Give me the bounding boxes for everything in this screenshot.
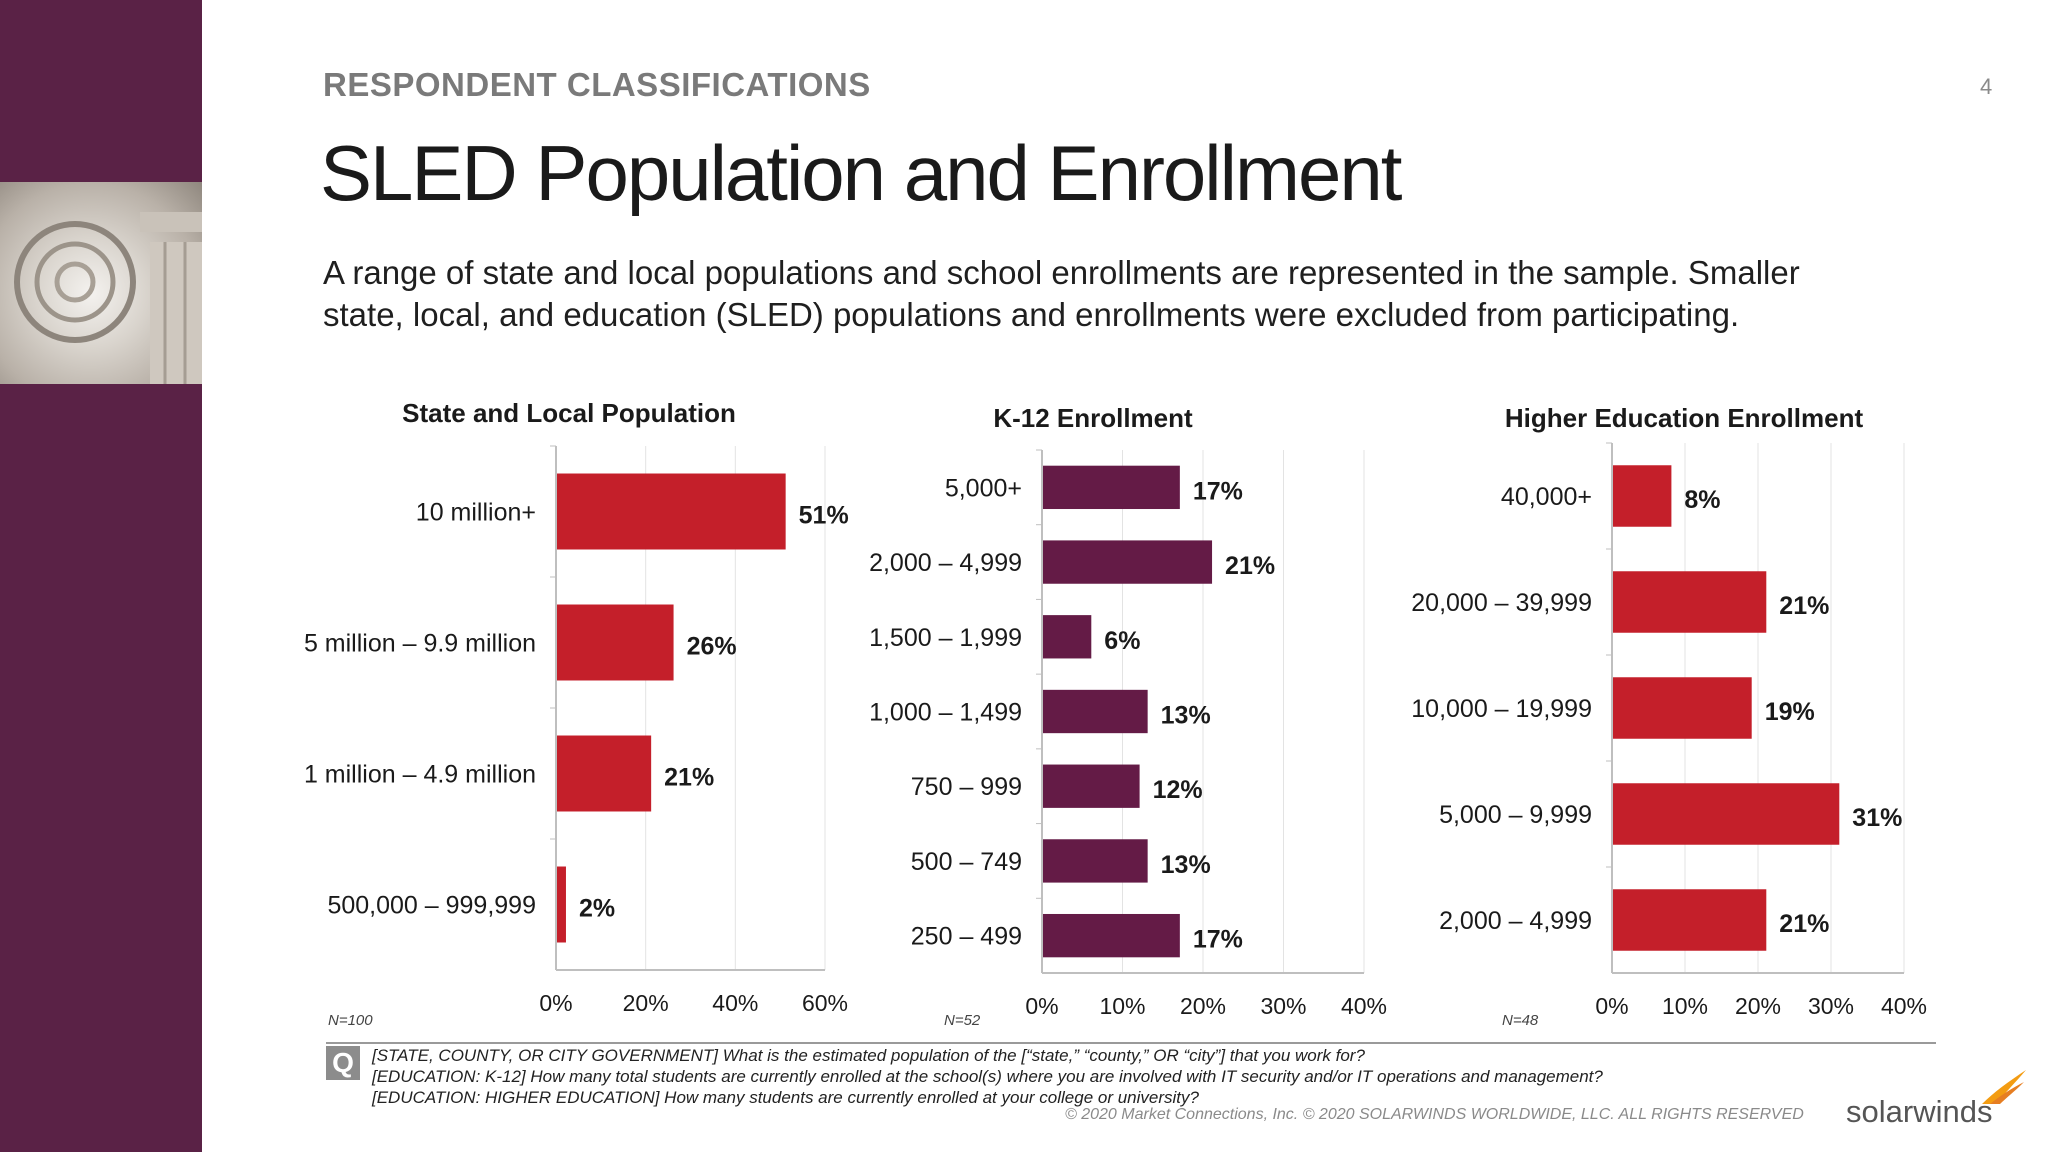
x-tick-label-1-1: 10% — [1099, 993, 1145, 1019]
category-label-1-6: 250 – 499 — [911, 923, 1022, 951]
data-label-2-4: 21% — [1779, 910, 1829, 938]
x-tick-label-0-3: 60% — [802, 990, 848, 1016]
subtitle-line-2: state, local, and education (SLED) popul… — [323, 296, 1740, 333]
bar-1-5 — [1043, 839, 1148, 883]
category-label-2-3: 5,000 – 9,999 — [1439, 801, 1592, 829]
sidebar-band — [0, 0, 202, 1152]
data-label-2-2: 19% — [1765, 698, 1815, 726]
data-label-1-6: 17% — [1193, 926, 1243, 954]
bar-0-2 — [557, 735, 652, 812]
bar-1-0 — [1043, 465, 1180, 510]
x-tick-label-2-4: 40% — [1881, 993, 1927, 1019]
category-label-1-0: 5,000+ — [945, 474, 1022, 502]
data-label-1-1: 21% — [1225, 552, 1275, 580]
x-tick-label-2-2: 20% — [1735, 993, 1781, 1019]
bar-2-3 — [1613, 783, 1840, 845]
chart-title-1: K-12 Enrollment — [993, 403, 1193, 433]
page-number: 4 — [1980, 74, 1993, 99]
solarwinds-flame-icon — [1982, 1070, 2026, 1104]
category-label-1-5: 500 – 749 — [911, 848, 1022, 876]
sample-size-label-0: N=100 — [328, 1012, 373, 1029]
bar-0-3 — [557, 866, 566, 943]
bar-1-2 — [1043, 615, 1092, 659]
category-label-2-2: 10,000 – 19,999 — [1411, 695, 1592, 723]
data-label-0-0: 51% — [799, 502, 849, 530]
column-capital-image — [0, 182, 202, 384]
category-label-2-4: 2,000 – 4,999 — [1439, 907, 1592, 935]
data-label-0-2: 21% — [664, 764, 714, 792]
question-text-3: [EDUCATION: HIGHER EDUCATION] How many s… — [372, 1088, 1199, 1107]
bar-1-4 — [1043, 764, 1140, 808]
bar-2-2 — [1613, 677, 1752, 739]
category-label-0-2: 1 million – 4.9 million — [304, 761, 536, 789]
data-label-0-1: 26% — [687, 633, 737, 661]
chart-title-0: State and Local Population — [402, 398, 736, 428]
category-label-1-1: 2,000 – 4,999 — [869, 549, 1022, 577]
data-label-2-3: 31% — [1852, 804, 1902, 832]
x-tick-label-1-4: 40% — [1341, 993, 1387, 1019]
x-tick-label-2-1: 10% — [1662, 993, 1708, 1019]
data-label-2-1: 21% — [1779, 592, 1829, 620]
x-tick-label-0-1: 20% — [623, 990, 669, 1016]
bar-0-0 — [557, 473, 786, 550]
bar-2-1 — [1613, 571, 1767, 633]
page-title: SLED Population and Enrollment — [320, 129, 1402, 217]
page-subtitle: A range of state and local populations a… — [323, 252, 1973, 336]
sample-size-label-1: N=52 — [944, 1012, 981, 1029]
bar-1-3 — [1043, 689, 1148, 734]
category-label-2-1: 20,000 – 39,999 — [1411, 589, 1592, 617]
category-label-2-0: 40,000+ — [1501, 483, 1592, 511]
chart-title-2: Higher Education Enrollment — [1505, 403, 1864, 433]
category-label-0-1: 5 million – 9.9 million — [304, 630, 536, 658]
category-label-1-3: 1,000 – 1,499 — [869, 699, 1022, 727]
x-tick-label-0-2: 40% — [712, 990, 758, 1016]
x-tick-label-1-3: 30% — [1260, 993, 1306, 1019]
category-label-0-0: 10 million+ — [416, 499, 536, 527]
data-label-1-3: 13% — [1161, 702, 1211, 730]
data-label-1-2: 6% — [1104, 627, 1140, 655]
bar-1-6 — [1043, 913, 1180, 958]
charts-canvas: State and Local Population 0% 20% 40% 60% 10 … — [304, 398, 1927, 1029]
section-eyebrow: RESPONDENT CLASSIFICATIONS — [323, 66, 871, 103]
data-label-1-5: 13% — [1161, 851, 1211, 879]
category-label-1-4: 750 – 999 — [911, 773, 1022, 801]
bar-1-1 — [1043, 540, 1213, 584]
subtitle-line-1: A range of state and local populations a… — [323, 254, 1800, 291]
solarwinds-logo: solarwinds — [1846, 1094, 1993, 1129]
data-label-1-4: 12% — [1153, 776, 1203, 804]
question-text-1: [STATE, COUNTY, OR CITY GOVERNMENT] What… — [372, 1046, 1365, 1065]
category-label-0-3: 500,000 – 999,999 — [327, 892, 536, 920]
sample-size-label-2: N=48 — [1502, 1012, 1539, 1029]
x-tick-label-2-0: 0% — [1595, 993, 1628, 1019]
bar-0-1 — [557, 604, 674, 681]
bar-2-4 — [1613, 889, 1767, 951]
data-label-2-0: 8% — [1684, 486, 1720, 514]
data-label-0-3: 2% — [579, 895, 615, 923]
copyright-notice: © 2020 Market Connections, Inc. © 2020 S… — [1065, 1106, 1804, 1123]
x-tick-label-1-2: 20% — [1180, 993, 1226, 1019]
question-icon: Q — [326, 1046, 360, 1080]
footer-rule — [326, 1042, 1936, 1044]
x-tick-label-1-0: 0% — [1025, 993, 1058, 1019]
x-tick-label-0-0: 0% — [539, 990, 572, 1016]
data-label-1-0: 17% — [1193, 477, 1243, 505]
category-label-1-2: 1,500 – 1,999 — [869, 624, 1022, 652]
bar-2-0 — [1613, 465, 1672, 527]
question-text-2: [EDUCATION: K-12] How many total student… — [372, 1067, 1603, 1086]
x-tick-label-2-3: 30% — [1808, 993, 1854, 1019]
